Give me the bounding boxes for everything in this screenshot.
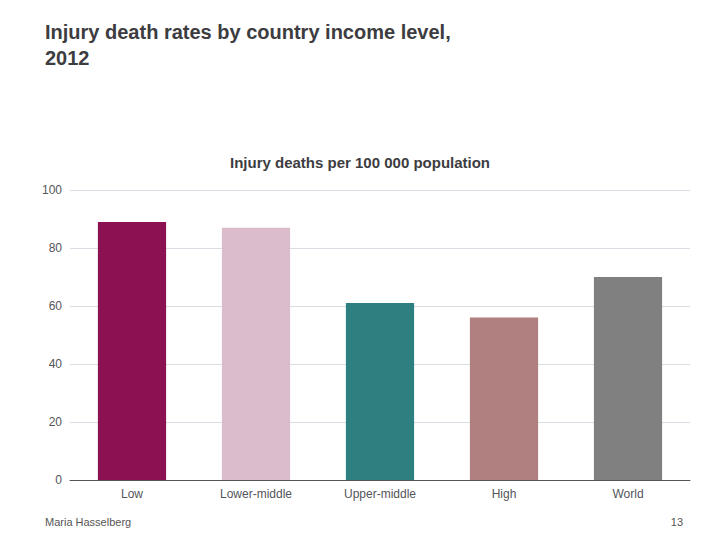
svg-text:80: 80 (49, 241, 63, 255)
svg-text:Upper-middle: Upper-middle (344, 487, 416, 501)
svg-text:60: 60 (49, 299, 63, 313)
svg-text:40: 40 (49, 357, 63, 371)
svg-text:0: 0 (55, 473, 62, 487)
svg-text:Lower-middle: Lower-middle (220, 487, 292, 501)
svg-text:Low: Low (121, 487, 143, 501)
svg-text:100: 100 (42, 183, 62, 197)
svg-text:20: 20 (49, 415, 63, 429)
svg-text:Maria Hasselberg: Maria Hasselberg (45, 516, 131, 528)
svg-text:Injury death rates by country: Injury death rates by country income lev… (45, 21, 451, 43)
svg-text:Injury deaths per 100 000 popu: Injury deaths per 100 000 population (230, 154, 490, 171)
svg-text:High: High (492, 487, 517, 501)
svg-text:World: World (612, 487, 643, 501)
svg-text:13: 13 (671, 516, 683, 528)
svg-text:2012: 2012 (45, 47, 90, 69)
